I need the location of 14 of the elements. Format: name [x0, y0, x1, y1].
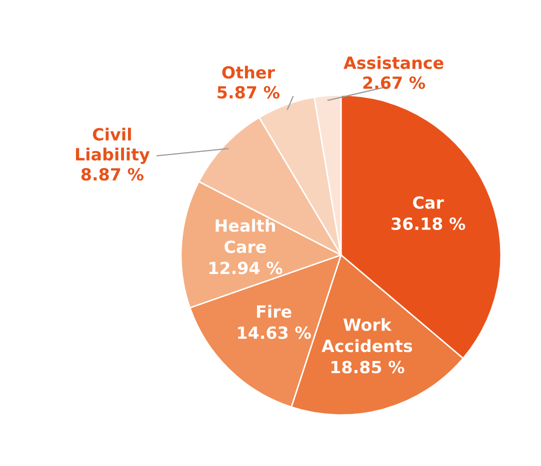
data-label: 36.18 % [392, 217, 466, 230]
slice-label: Other [222, 66, 275, 79]
slice-label: Assistance [344, 56, 444, 70]
data-label: 18.85 % [331, 360, 404, 374]
data-label: 14.63 % [238, 326, 311, 339]
data-label: 12.94 % [210, 262, 282, 274]
slice-label: Health Care [216, 218, 275, 254]
data-label: 5.87 % [218, 86, 280, 99]
slice-label: Work Accidents [322, 318, 412, 352]
data-label: 2.67 % [363, 76, 426, 89]
data-label: 8.87 % [81, 168, 144, 181]
slice-label: Car [413, 196, 444, 209]
slice-label: Fire [257, 304, 292, 318]
slice-label: Civil Liability [76, 128, 150, 164]
